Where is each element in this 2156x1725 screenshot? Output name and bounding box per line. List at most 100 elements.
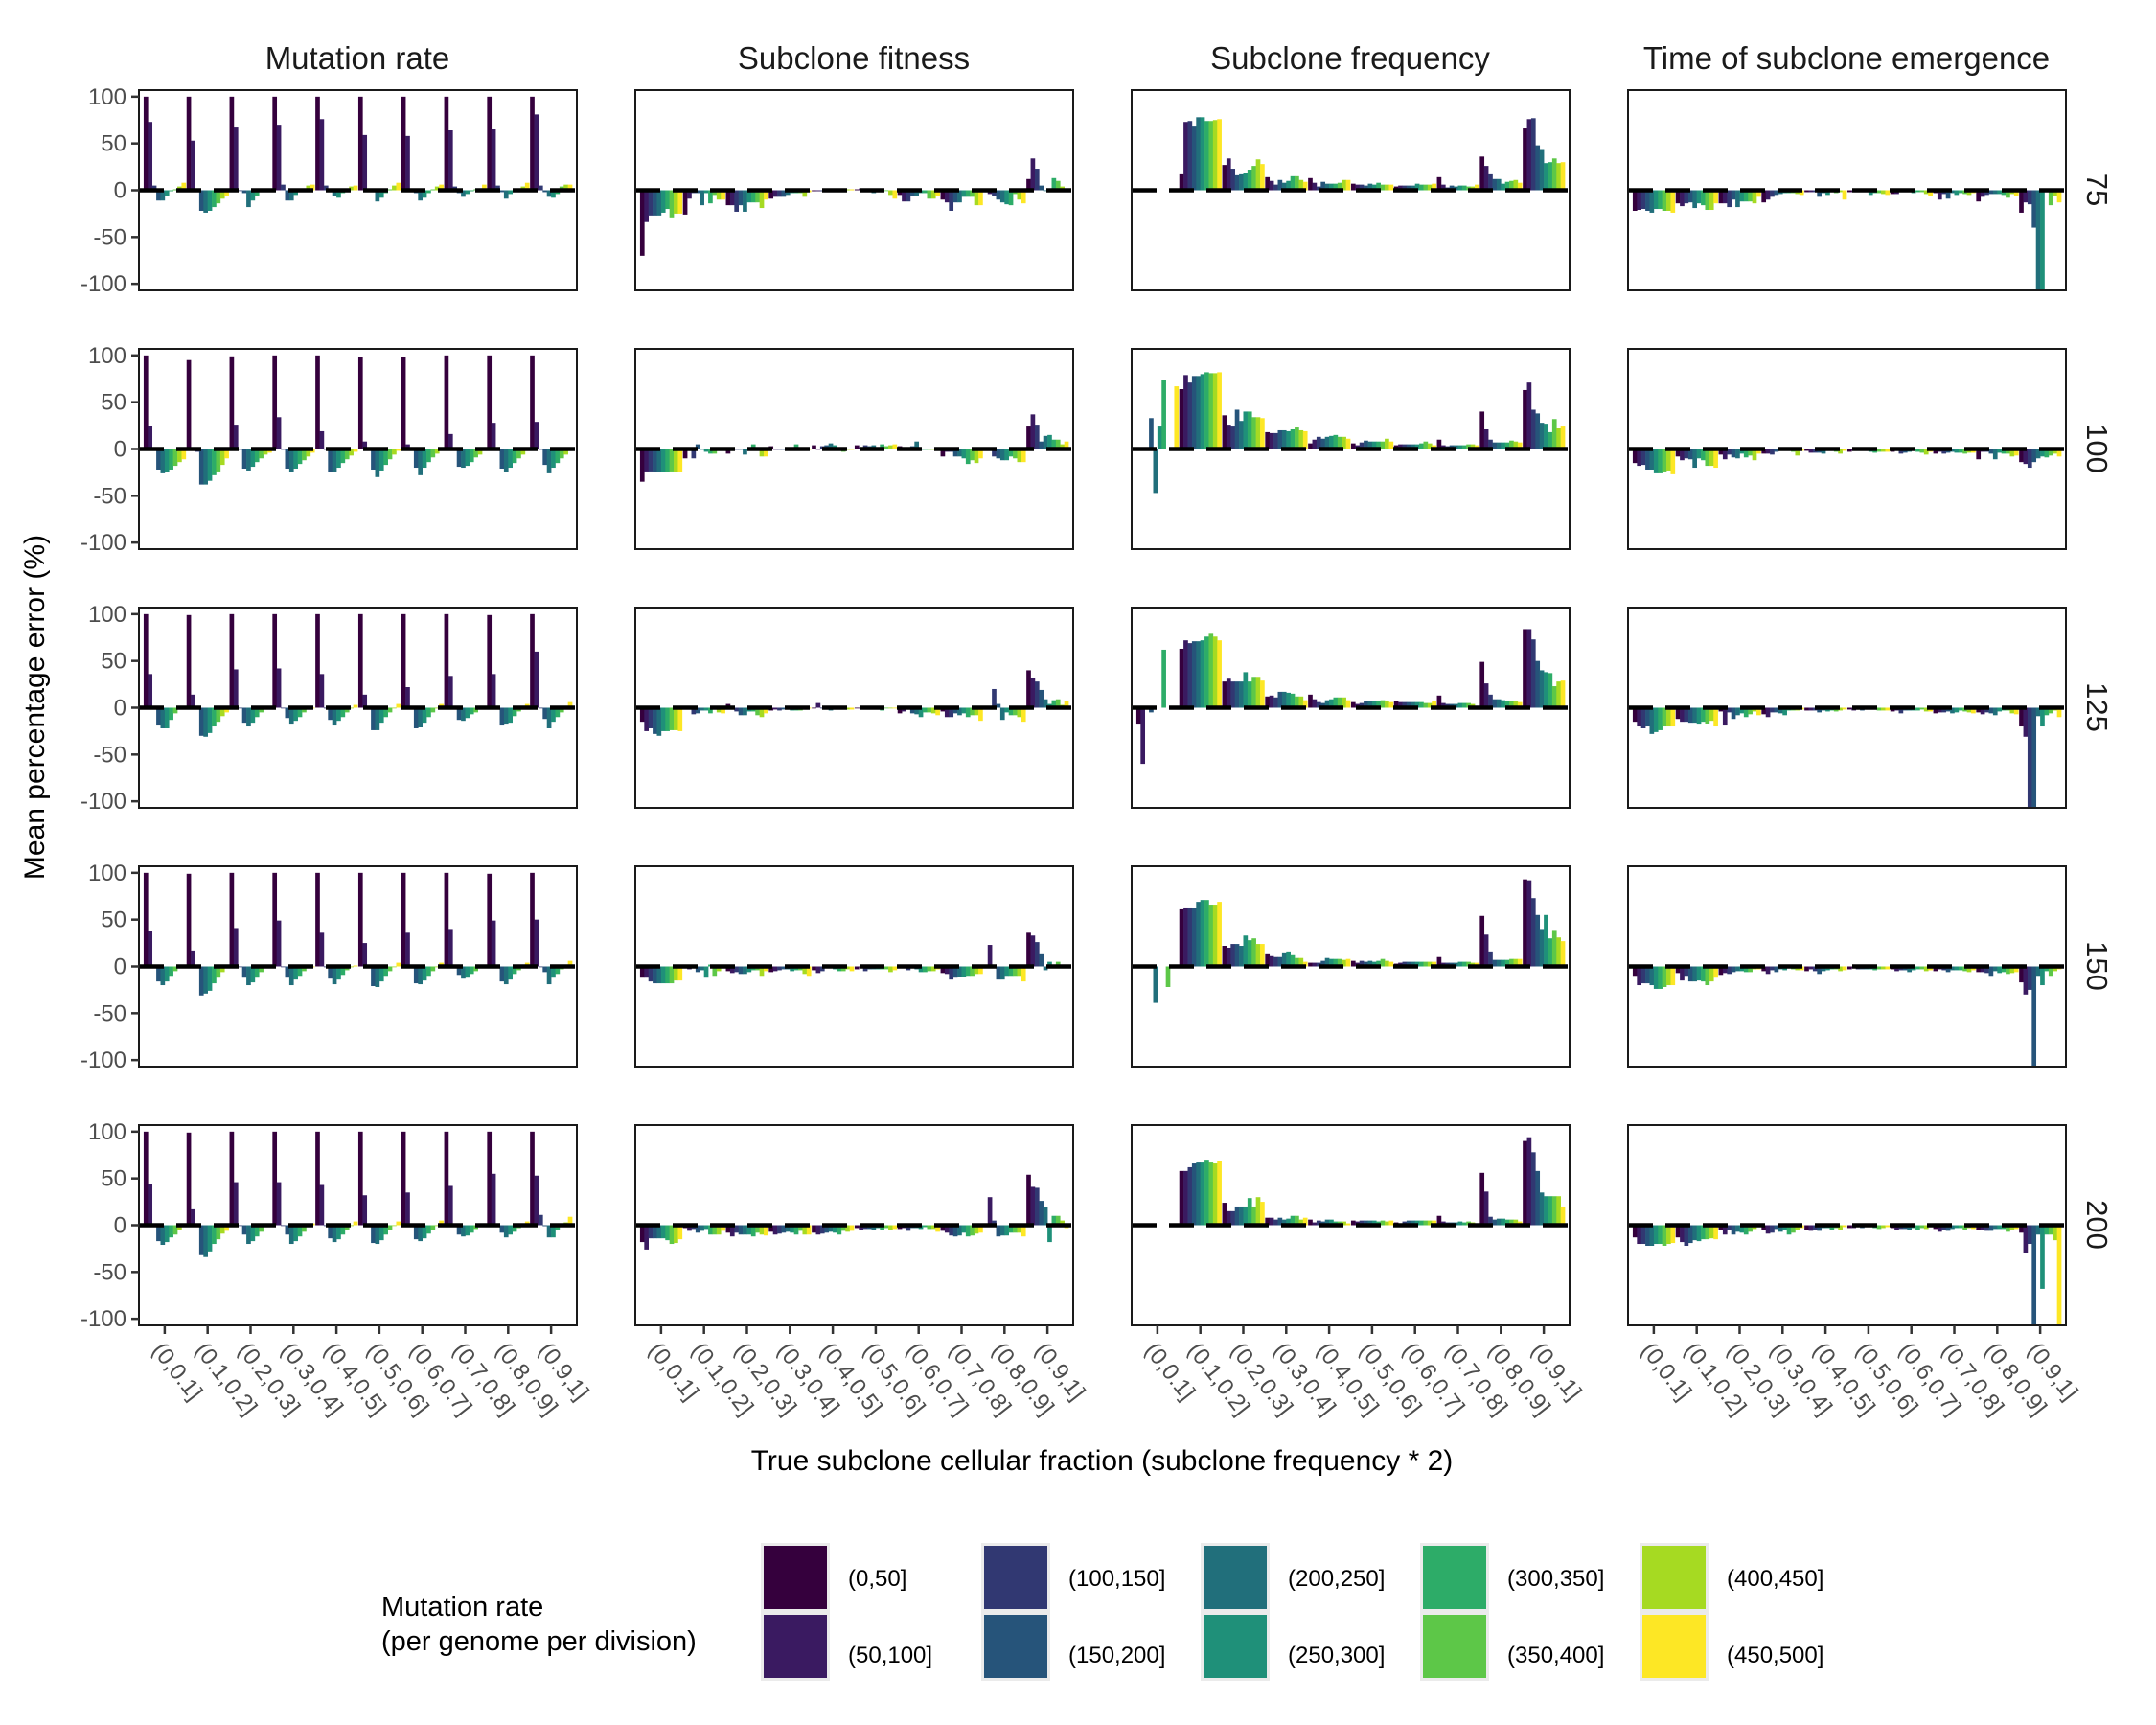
bar: [764, 966, 768, 972]
bar: [1364, 440, 1368, 449]
bar: [1376, 182, 1381, 191]
bar: [1388, 441, 1394, 449]
bar: [1915, 1225, 1920, 1230]
bar: [1560, 1206, 1566, 1226]
bar: [1454, 703, 1458, 708]
bar: [1414, 961, 1420, 967]
bar: [1449, 185, 1455, 191]
bar: [1937, 190, 1942, 200]
bar: [1492, 178, 1498, 191]
bar: [272, 355, 278, 449]
bar: [1208, 633, 1214, 708]
bar: [1666, 966, 1671, 986]
row-label-200: 200: [2080, 1200, 2114, 1250]
bar: [344, 707, 350, 713]
bar: [1385, 438, 1389, 449]
bar: [750, 444, 756, 449]
bar: [1385, 960, 1389, 967]
bar: [1230, 169, 1236, 191]
bar: [148, 931, 153, 967]
bar: [2031, 707, 2037, 808]
bar: [1526, 119, 1532, 191]
bar: [1051, 1215, 1057, 1226]
bar: [1488, 951, 1493, 967]
bar: [1517, 182, 1523, 191]
bar: [276, 920, 282, 967]
bar: [845, 1225, 850, 1232]
bar: [1513, 701, 1519, 708]
bar: [854, 707, 860, 709]
bar: [288, 707, 294, 725]
bar: [563, 448, 568, 455]
bar: [487, 355, 493, 449]
bar: [1333, 697, 1339, 708]
bar: [1640, 707, 1646, 728]
bar: [2035, 1225, 2041, 1235]
bar: [734, 448, 740, 450]
bar: [768, 966, 774, 973]
bar: [1735, 1225, 1740, 1232]
bar: [461, 190, 466, 197]
bar: [653, 707, 657, 734]
bar: [1748, 707, 1753, 715]
bar: [743, 1225, 747, 1235]
bar: [1653, 966, 1659, 989]
bar: [665, 1225, 670, 1241]
bar: [371, 966, 376, 987]
bar: [1187, 1166, 1193, 1226]
bars: [143, 872, 573, 996]
bar: [940, 190, 946, 200]
bar: [207, 448, 213, 481]
bar: [362, 1195, 368, 1226]
bar: [1427, 961, 1433, 967]
panel-subclone-fitness-125: [634, 607, 1074, 809]
bar: [1226, 947, 1231, 967]
bar: [1950, 190, 1955, 194]
bar: [285, 1225, 290, 1235]
bar: [1388, 961, 1394, 967]
bar: [160, 448, 166, 473]
bar: [172, 448, 178, 467]
bar: [1204, 636, 1209, 708]
bar: [2009, 966, 2015, 974]
bar: [1030, 414, 1036, 449]
bar: [777, 966, 782, 971]
bar: [674, 1225, 678, 1244]
bar: [499, 190, 505, 193]
bar: [1364, 701, 1368, 708]
bar: [656, 1225, 662, 1239]
bar: [439, 184, 444, 191]
bar: [1013, 448, 1018, 459]
bar: [1937, 1225, 1942, 1232]
bar: [1770, 448, 1775, 455]
bar: [1919, 190, 1925, 193]
bar: [143, 355, 149, 449]
bar: [362, 441, 368, 449]
bar: [1364, 185, 1368, 191]
bar: [1701, 190, 1706, 206]
bar: [401, 872, 406, 967]
y-tick-label: 50: [101, 649, 126, 675]
bar: [978, 966, 983, 975]
bar: [1950, 707, 1955, 714]
y-tick-label: 50: [101, 131, 126, 157]
bar: [1774, 1225, 1779, 1230]
bar: [2056, 707, 2062, 718]
bar: [353, 965, 358, 967]
bar: [2053, 966, 2057, 972]
bar: [923, 190, 928, 194]
bar: [306, 448, 311, 457]
bar: [923, 707, 928, 713]
bar: [2019, 1225, 2024, 1233]
bar: [1687, 966, 1693, 982]
bar: [499, 966, 505, 982]
bar: [1004, 707, 1009, 713]
bar: [254, 190, 260, 196]
bars: [1149, 372, 1566, 494]
bar: [375, 966, 380, 987]
bar: [1350, 183, 1356, 191]
bar: [1778, 707, 1783, 714]
bar: [246, 190, 251, 208]
bar: [695, 707, 700, 714]
